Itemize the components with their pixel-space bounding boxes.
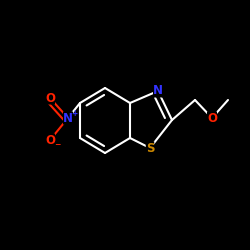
Text: O: O [45, 134, 55, 146]
Text: −: − [54, 140, 60, 149]
Text: S: S [146, 142, 154, 154]
Text: N: N [63, 112, 73, 124]
Text: O: O [45, 92, 55, 104]
Text: +: + [71, 108, 78, 118]
Text: N: N [153, 84, 163, 98]
Text: O: O [207, 112, 217, 124]
